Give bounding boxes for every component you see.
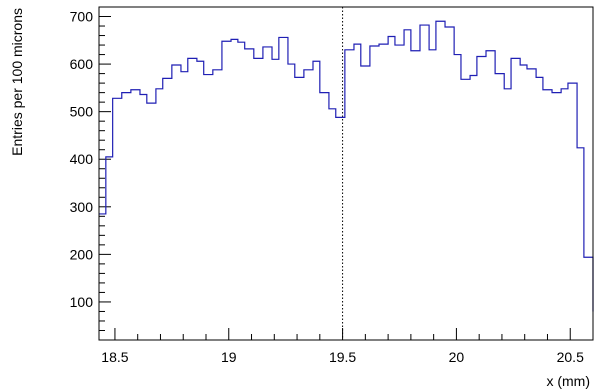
y-axis-title: Entries per 100 microns <box>9 8 25 156</box>
y-tick-label: 200 <box>70 246 94 262</box>
x-tick-label: 19 <box>221 349 237 365</box>
y-axis-ticks <box>99 6 111 331</box>
x-axis-ticks <box>114 328 594 340</box>
histogram-series-line <box>99 20 594 312</box>
y-tick-label: 500 <box>70 104 94 120</box>
y-axis-tick-labels: 100 200 300 400 500 600 700 <box>70 9 94 310</box>
y-tick-label: 300 <box>70 199 94 215</box>
x-axis-title: x (mm) <box>546 373 590 389</box>
y-tick-label: 700 <box>70 9 94 25</box>
y-tick-label: 600 <box>70 56 94 72</box>
x-tick-label: 19.5 <box>329 349 356 365</box>
x-axis-tick-labels: 18.5 19 19.5 20 20.5 <box>101 349 584 365</box>
y-tick-label: 400 <box>70 151 94 167</box>
plot-frame <box>98 6 594 341</box>
x-tick-label: 18.5 <box>101 349 128 365</box>
y-tick-label: 100 <box>70 294 94 310</box>
x-tick-label: 20 <box>449 349 465 365</box>
x-tick-label: 20.5 <box>557 349 584 365</box>
